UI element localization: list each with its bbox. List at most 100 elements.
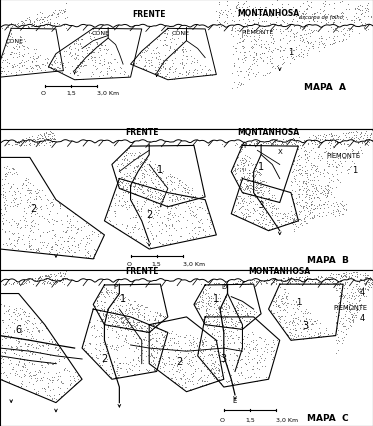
Point — [49, 199, 55, 206]
Point — [358, 301, 364, 308]
Point — [134, 186, 140, 193]
Point — [288, 311, 294, 318]
Point — [43, 274, 49, 281]
Point — [294, 201, 300, 207]
Point — [206, 379, 212, 386]
Point — [49, 339, 55, 345]
Point — [337, 303, 343, 310]
Point — [104, 214, 110, 221]
Point — [47, 135, 53, 142]
Point — [37, 354, 43, 361]
Point — [137, 178, 142, 185]
Point — [259, 213, 265, 219]
Point — [357, 271, 363, 278]
Point — [124, 147, 130, 154]
Point — [295, 191, 301, 198]
Point — [114, 362, 120, 368]
Point — [251, 56, 257, 63]
Point — [209, 331, 215, 338]
Point — [244, 33, 250, 40]
Point — [244, 320, 250, 327]
Point — [26, 369, 32, 376]
Point — [57, 270, 63, 276]
Point — [242, 21, 248, 28]
Point — [335, 164, 341, 171]
Point — [98, 361, 104, 368]
Point — [306, 153, 312, 160]
Point — [333, 313, 339, 320]
Point — [276, 219, 282, 226]
Point — [41, 384, 47, 391]
Point — [244, 25, 250, 32]
Point — [65, 238, 70, 245]
Point — [337, 0, 343, 6]
Point — [2, 171, 8, 178]
Point — [169, 203, 175, 210]
Point — [153, 56, 159, 63]
Point — [38, 132, 44, 139]
Point — [301, 317, 307, 324]
Point — [250, 338, 256, 345]
Point — [121, 295, 127, 302]
Point — [235, 278, 241, 285]
Point — [279, 9, 285, 16]
Point — [289, 319, 295, 326]
Point — [120, 318, 126, 325]
Point — [201, 363, 207, 370]
Point — [138, 161, 144, 167]
Point — [18, 383, 23, 390]
Point — [161, 360, 167, 366]
Point — [336, 309, 342, 316]
Point — [324, 190, 330, 197]
Point — [213, 373, 219, 380]
Point — [50, 376, 56, 383]
Point — [342, 30, 348, 37]
Point — [45, 56, 51, 63]
Point — [178, 183, 184, 190]
Point — [257, 170, 263, 177]
Point — [132, 326, 138, 333]
Point — [188, 342, 194, 349]
Point — [153, 199, 159, 206]
Point — [73, 380, 79, 387]
Point — [230, 329, 236, 336]
Point — [217, 305, 223, 311]
Point — [292, 210, 298, 217]
Point — [309, 201, 315, 208]
Point — [173, 353, 179, 360]
Point — [350, 148, 355, 155]
Point — [103, 348, 109, 354]
Text: 2: 2 — [31, 204, 37, 213]
Point — [364, 133, 370, 140]
Point — [329, 161, 335, 167]
Point — [144, 328, 150, 335]
Text: 4: 4 — [359, 287, 364, 296]
Point — [129, 367, 135, 374]
Point — [251, 311, 257, 318]
Point — [350, 306, 356, 313]
Point — [137, 164, 143, 171]
Point — [203, 299, 209, 306]
Point — [300, 197, 305, 204]
Point — [259, 50, 265, 57]
Point — [8, 50, 14, 57]
Point — [69, 242, 75, 249]
Point — [32, 390, 38, 397]
Point — [241, 139, 247, 146]
Point — [324, 155, 330, 161]
Point — [192, 366, 198, 373]
Point — [305, 324, 311, 331]
Point — [182, 185, 188, 192]
Point — [316, 331, 322, 337]
Point — [231, 339, 236, 345]
Point — [174, 48, 180, 55]
Point — [354, 307, 360, 314]
Text: 4: 4 — [359, 313, 364, 322]
Point — [185, 195, 191, 201]
Point — [99, 43, 105, 49]
Point — [216, 322, 222, 328]
Point — [190, 72, 196, 79]
Point — [293, 45, 299, 52]
Point — [275, 313, 280, 320]
Point — [119, 180, 125, 187]
